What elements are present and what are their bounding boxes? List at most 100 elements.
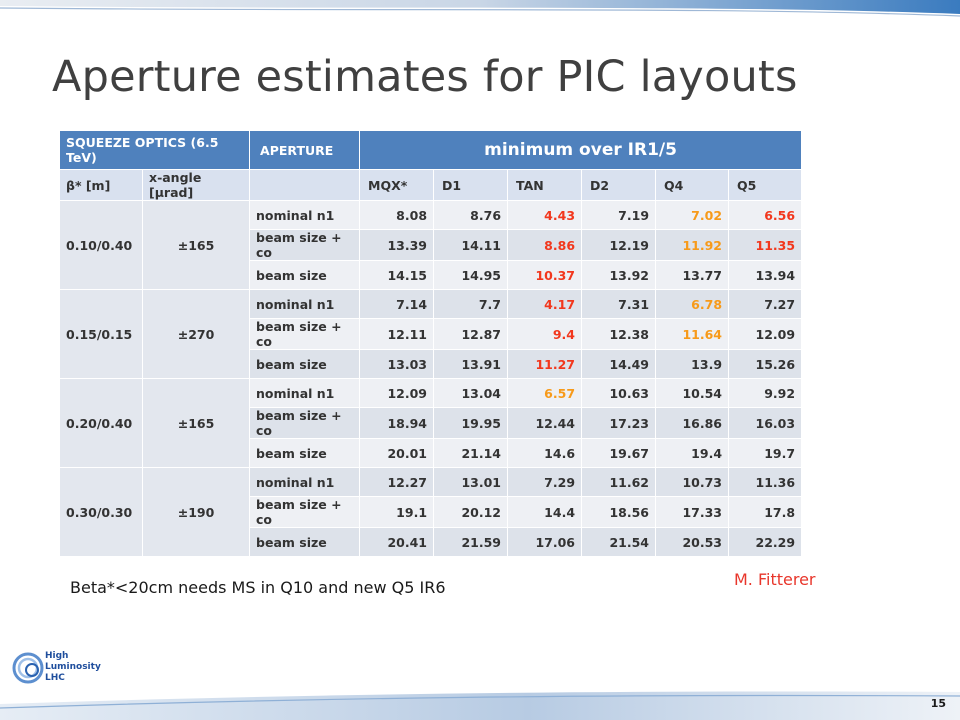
value-cell: 12.11 — [359, 318, 435, 350]
value-cell: 11.92 — [655, 229, 730, 261]
header-xangle: x-angle [μrad] — [141, 169, 251, 201]
aperture-label-cell: nominal n1 — [249, 200, 361, 230]
header-mqx: MQX* — [359, 169, 435, 201]
value-cell: 4.43 — [507, 200, 583, 230]
header-empty — [249, 169, 361, 201]
header-beta: β* [m] — [59, 169, 143, 201]
table-row: beam size + co 19.1 20.12 14.4 18.56 17.33 17.… — [60, 496, 803, 528]
value-cell: 4.17 — [507, 289, 583, 319]
aperture-label-cell: nominal n1 — [249, 289, 361, 319]
value-cell: 7.29 — [507, 467, 583, 497]
table-row: beam size 14.15 14.95 10.37 13.92 13.77 13.94 — [60, 260, 803, 290]
value-cell: 21.59 — [433, 527, 509, 557]
value-cell: 13.91 — [433, 349, 509, 379]
xangle-cell: ±270 — [141, 289, 251, 379]
value-cell: 14.49 — [581, 349, 657, 379]
table-row: 0.10/0.40 ±165 nominal n1 8.08 8.76 4.43 7.19 7… — [59, 200, 803, 290]
aperture-label-cell: beam size — [249, 527, 361, 557]
value-cell: 10.63 — [581, 378, 657, 408]
value-cell: 12.38 — [581, 318, 657, 350]
value-cell: 17.06 — [507, 527, 583, 557]
value-cell: 13.04 — [433, 378, 509, 408]
logo-text: High Luminosity LHC — [45, 651, 101, 683]
header-d1: D1 — [433, 169, 509, 201]
value-cell: 17.8 — [728, 496, 803, 528]
hl-lhc-logo — [12, 652, 44, 684]
value-cell: 11.36 — [728, 467, 803, 497]
value-cell: 8.86 — [507, 229, 583, 261]
value-cell: 17.23 — [581, 407, 657, 439]
value-cell: 14.4 — [507, 496, 583, 528]
table-body: 0.10/0.40 ±165 nominal n1 8.08 8.76 4.43 7.19 7… — [59, 200, 803, 557]
header-aperture: APERTURE — [249, 130, 361, 170]
value-cell: 18.56 — [581, 496, 657, 528]
value-cell: 6.57 — [507, 378, 583, 408]
aperture-label-cell: nominal n1 — [249, 378, 361, 408]
table-row: 0.30/0.30 ±190 nominal n1 12.27 13.01 7.29 11.… — [59, 467, 803, 557]
aperture-label-cell: nominal n1 — [249, 467, 361, 497]
header-d2: D2 — [581, 169, 657, 201]
value-cell: 14.11 — [433, 229, 509, 261]
value-cell: 17.33 — [655, 496, 730, 528]
value-cell: 7.27 — [728, 289, 803, 319]
header-minimum-over-ir: minimum over IR1/5 — [359, 130, 803, 170]
value-cell: 7.02 — [655, 200, 730, 230]
beta-cell: 0.10/0.40 — [59, 200, 143, 290]
value-cell: 11.35 — [728, 229, 803, 261]
value-cell: 21.14 — [433, 438, 509, 468]
value-cell: 9.92 — [728, 378, 803, 408]
beta-cell: 0.15/0.15 — [59, 289, 143, 379]
value-cell: 14.15 — [359, 260, 435, 290]
value-cell: 16.03 — [728, 407, 803, 439]
value-cell: 20.12 — [433, 496, 509, 528]
value-cell: 10.73 — [655, 467, 730, 497]
value-cell: 7.31 — [581, 289, 657, 319]
table-row: beam size + co 12.11 12.87 9.4 12.38 11.64 12.… — [60, 318, 803, 350]
beta-cell: 0.30/0.30 — [59, 467, 143, 557]
aperture-label-cell: beam size — [249, 438, 361, 468]
table-row: beam size + co 13.39 14.11 8.86 12.19 11.92 11… — [60, 229, 803, 261]
value-cell: 20.41 — [359, 527, 435, 557]
table-row: beam size 20.41 21.59 17.06 21.54 20.53 22.29 — [60, 527, 803, 557]
beta-cell: 0.20/0.40 — [59, 378, 143, 468]
value-cell: 19.4 — [655, 438, 730, 468]
value-cell: 15.26 — [728, 349, 803, 379]
value-cell: 12.44 — [507, 407, 583, 439]
value-cell: 20.53 — [655, 527, 730, 557]
xangle-cell: ±165 — [141, 378, 251, 468]
author-credit: M. Fitterer — [734, 570, 816, 589]
aperture-table-container: SQUEEZE OPTICS (6.5 TeV) APERTURE minimu… — [58, 130, 803, 557]
value-cell: 14.6 — [507, 438, 583, 468]
value-cell: 6.56 — [728, 200, 803, 230]
value-cell: 11.62 — [581, 467, 657, 497]
value-cell: 12.27 — [359, 467, 435, 497]
header-tan: TAN — [507, 169, 583, 201]
value-cell: 13.39 — [359, 229, 435, 261]
table-row: 0.15/0.15 ±270 nominal n1 7.14 7.7 4.17 7.31 6.… — [59, 289, 803, 379]
table-row: beam size 20.01 21.14 14.6 19.67 19.4 19.7 — [60, 438, 803, 468]
value-cell: 13.01 — [433, 467, 509, 497]
value-cell: 9.4 — [507, 318, 583, 350]
value-cell: 19.95 — [433, 407, 509, 439]
footnote: Beta*<20cm needs MS in Q10 and new Q5 IR… — [70, 578, 446, 597]
aperture-label-cell: beam size — [249, 349, 361, 379]
value-cell: 12.19 — [581, 229, 657, 261]
xangle-cell: ±165 — [141, 200, 251, 290]
header-row-2: β* [m] x-angle [μrad] MQX* D1 TAN D2 Q4 … — [59, 169, 803, 201]
value-cell: 18.94 — [359, 407, 435, 439]
value-cell: 21.54 — [581, 527, 657, 557]
header-q4: Q4 — [655, 169, 730, 201]
value-cell: 11.27 — [507, 349, 583, 379]
aperture-table: SQUEEZE OPTICS (6.5 TeV) APERTURE minimu… — [58, 130, 803, 557]
value-cell: 8.08 — [359, 200, 435, 230]
value-cell: 13.92 — [581, 260, 657, 290]
value-cell: 7.19 — [581, 200, 657, 230]
table-row: 0.20/0.40 ±165 nominal n1 12.09 13.04 6.57 10.… — [59, 378, 803, 468]
value-cell: 11.64 — [655, 318, 730, 350]
value-cell: 7.7 — [433, 289, 509, 319]
value-cell: 14.95 — [433, 260, 509, 290]
value-cell: 19.7 — [728, 438, 803, 468]
value-cell: 6.78 — [655, 289, 730, 319]
value-cell: 19.67 — [581, 438, 657, 468]
header-q5: Q5 — [728, 169, 803, 201]
